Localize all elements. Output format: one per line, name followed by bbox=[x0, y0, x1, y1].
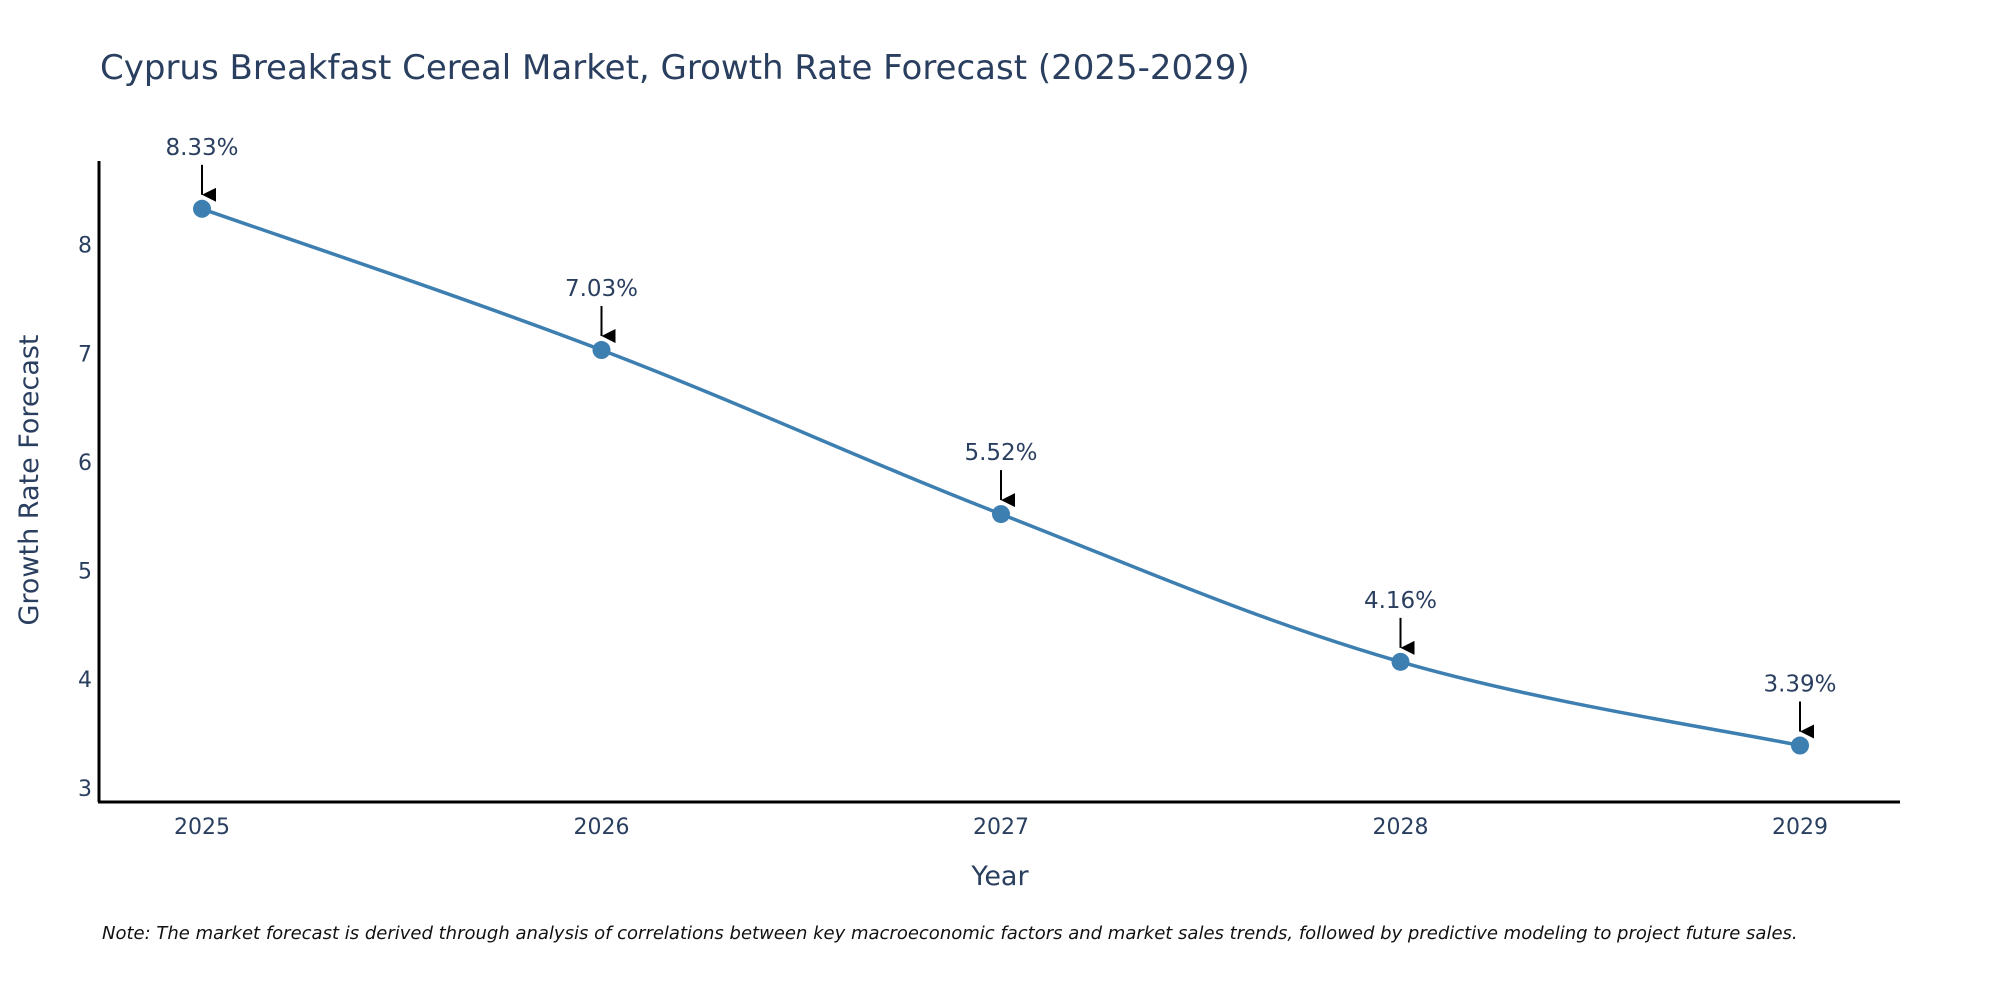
y-tick-label: 5 bbox=[78, 560, 92, 585]
x-tick-label: 2027 bbox=[973, 815, 1029, 840]
x-tick-label: 2029 bbox=[1772, 815, 1828, 840]
data-label: 3.39% bbox=[1763, 672, 1836, 698]
data-annotations: 8.33% 7.03% 5.52% 4.16% 3.39% bbox=[165, 135, 1837, 739]
y-axis-title: Growth Rate Forecast bbox=[14, 334, 45, 625]
y-tick-label: 3 bbox=[78, 777, 92, 802]
y-tick-labels: 3 4 5 6 7 8 bbox=[78, 234, 92, 802]
data-label: 5.52% bbox=[964, 440, 1037, 466]
y-tick-label: 4 bbox=[78, 668, 92, 693]
data-label: 4.16% bbox=[1364, 588, 1437, 614]
x-axis-title: Year bbox=[970, 861, 1029, 892]
y-tick-label: 6 bbox=[78, 451, 92, 476]
data-point-2028 bbox=[1391, 652, 1410, 671]
x-tick-labels: 2025 2026 2027 2028 2029 bbox=[174, 815, 1828, 840]
series-markers bbox=[193, 199, 1809, 755]
x-tick-label: 2028 bbox=[1373, 815, 1429, 840]
chart-title: Cyprus Breakfast Cereal Market, Growth R… bbox=[100, 48, 1250, 88]
data-label: 8.33% bbox=[165, 135, 238, 161]
data-point-2027 bbox=[992, 505, 1010, 524]
x-tick-label: 2025 bbox=[174, 815, 230, 840]
data-point-2029 bbox=[1791, 736, 1809, 755]
data-point-2026 bbox=[592, 341, 611, 360]
y-tick-label: 8 bbox=[78, 234, 92, 259]
footnote: Note: The market forecast is derived thr… bbox=[102, 923, 1798, 944]
y-tick-label: 7 bbox=[78, 342, 92, 367]
data-point-2025 bbox=[193, 199, 211, 218]
x-tick-label: 2026 bbox=[574, 815, 630, 840]
data-label: 7.03% bbox=[565, 276, 638, 302]
